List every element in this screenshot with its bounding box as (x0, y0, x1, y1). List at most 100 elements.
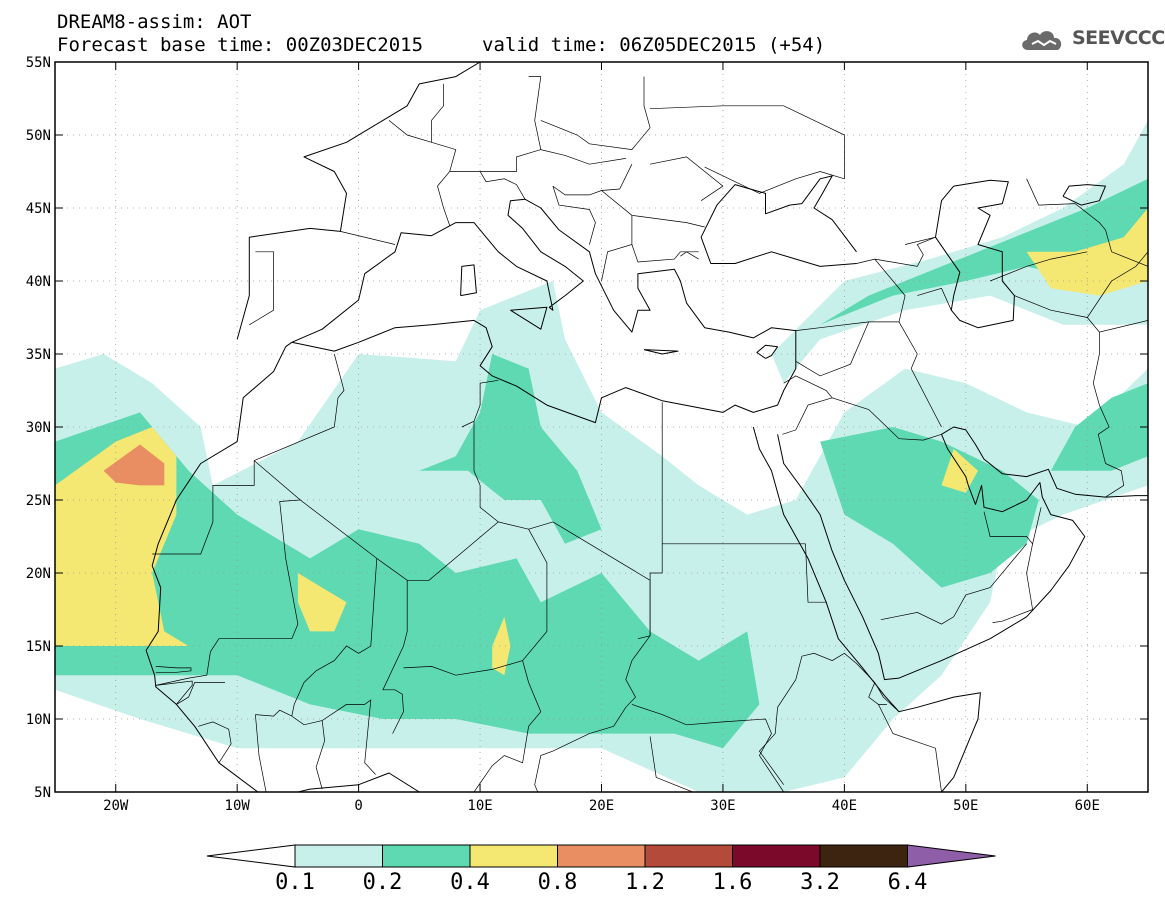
coastline (756, 344, 779, 359)
colorbar: 0.1 0.2 0.4 0.8 1.2 1.6 3.2 6.4 (206, 844, 996, 895)
country-border (874, 682, 900, 712)
colorbar-level-label: 0.4 (450, 870, 490, 895)
lon-tick-label: 20E (589, 798, 614, 814)
country-border (388, 120, 457, 226)
country-border (631, 704, 784, 792)
country-border (322, 699, 376, 775)
lon-tick-label: 50E (953, 798, 978, 814)
aot-region-orange-0 (103, 444, 165, 486)
lon-tick-label: 10E (467, 798, 492, 814)
country-border (801, 652, 876, 683)
country-border (989, 251, 1088, 282)
lon-tick-label: 20W (103, 798, 129, 814)
lon-tick-label: 30E (710, 798, 735, 814)
country-border (601, 190, 633, 282)
country-border (1087, 251, 1148, 318)
lon-tick-label: 40E (832, 798, 857, 814)
coastline (236, 62, 481, 340)
coastline (145, 341, 474, 792)
cloud-icon (1022, 31, 1062, 50)
country-border (300, 499, 529, 581)
country-border (340, 231, 396, 245)
map-title: DREAM8-assim: AOT (57, 11, 252, 33)
country-border (649, 736, 693, 792)
country-border (198, 721, 232, 763)
country-border (382, 580, 408, 734)
colorbar-level-label: 1.6 (713, 870, 753, 895)
aot-region-yellow-1 (297, 573, 347, 632)
seevccc-logo: SEEVCCC (1018, 24, 1165, 56)
coastline (291, 198, 797, 424)
valid-time: valid time: 06Z05DEC2015 (+54) (482, 34, 826, 56)
country-border (291, 715, 325, 790)
country-border (782, 397, 833, 435)
country-border (254, 353, 345, 461)
coastline (752, 426, 981, 792)
colorbar-high-arrow (907, 844, 996, 868)
country-border (552, 185, 596, 245)
coastline (643, 349, 679, 355)
coastlines-borders (145, 62, 1148, 792)
country-border (1092, 332, 1125, 498)
colorbar-level-label: 0.2 (363, 870, 403, 895)
country-border (878, 704, 942, 792)
aot-region-yellow-3 (941, 448, 978, 493)
country-border (650, 105, 845, 194)
coastline (700, 175, 857, 267)
lat-tick-label: 40N (26, 274, 51, 290)
lon-tick-label: 10W (225, 798, 251, 814)
country-border (637, 580, 651, 640)
colorbar-swatch (732, 844, 821, 868)
lat-tick-label: 30N (26, 420, 51, 436)
country-border (795, 321, 870, 377)
country-border (880, 543, 1027, 625)
aot-field-layer (55, 120, 1148, 792)
country-border (473, 660, 542, 792)
coastline (935, 179, 1015, 329)
colorbar-swatch (557, 844, 646, 868)
colorbar-level-label: 0.1 (275, 870, 315, 895)
lat-tick-label: 50N (26, 128, 51, 144)
lat-tick-label: 25N (26, 493, 51, 509)
country-border (1026, 178, 1148, 267)
logo-text: SEEVCCC (1072, 27, 1165, 49)
lat-tick-label: 15N (26, 639, 51, 655)
country-border (917, 287, 952, 311)
colorbar-level-label: 3.2 (800, 870, 840, 895)
country-border (868, 682, 887, 705)
country-border (758, 656, 803, 785)
coastline (460, 264, 477, 297)
lat-tick-label: 20N (26, 566, 51, 582)
country-border (291, 558, 378, 717)
country-border (155, 460, 302, 686)
colorbar-level-label: 1.2 (625, 870, 665, 895)
aot-region-mid-3 (795, 178, 1148, 340)
aot-region-light-1 (771, 120, 1148, 384)
axis-ticks: 20W 10W 0 10E 20E 30E 40E 50E 60E 55N 50N 45N 40N 35N… (26, 55, 1148, 814)
aot-region-mid-1 (419, 354, 602, 544)
colorbar-swatch (644, 844, 733, 868)
country-border (461, 379, 499, 428)
country-border (680, 251, 699, 260)
lon-tick-label: 0 (354, 798, 362, 814)
country-border (795, 258, 906, 331)
country-border (431, 83, 444, 143)
lat-tick-label: 45N (26, 201, 51, 217)
country-border (874, 236, 936, 267)
country-border (255, 709, 292, 717)
country-border (992, 543, 1033, 623)
country-border (152, 460, 255, 555)
colorbar-swatch (382, 844, 471, 868)
country-border (249, 251, 274, 326)
country-border (805, 543, 827, 603)
country-border (631, 214, 705, 228)
lat-tick-label: 35N (26, 347, 51, 363)
country-border (649, 543, 806, 581)
lon-tick-label: 60E (1075, 798, 1100, 814)
aot-region-yellow-2 (492, 616, 511, 676)
country-border (983, 507, 1042, 545)
country-border (255, 714, 267, 792)
country-border (449, 171, 526, 200)
country-border (473, 421, 499, 523)
